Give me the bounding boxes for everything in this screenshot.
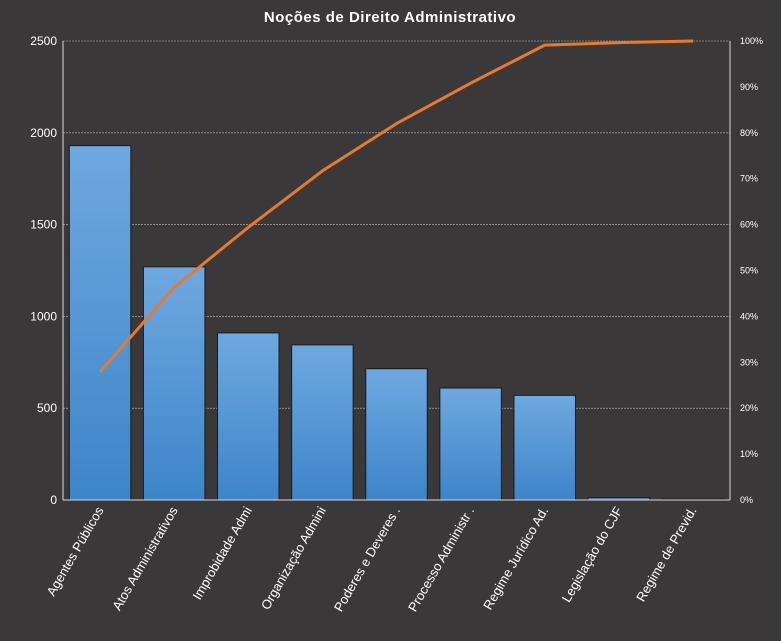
- category-label: Improbidade Admi: [189, 504, 254, 602]
- right-tick-label: 0%: [740, 495, 753, 505]
- category-label: Organização Admini: [258, 504, 329, 612]
- category-label: Agentes Públicos: [43, 504, 106, 599]
- right-tick-label: 90%: [740, 82, 758, 92]
- right-tick-label: 20%: [740, 403, 758, 413]
- right-tick-label: 50%: [740, 266, 758, 276]
- right-tick-label: 100%: [740, 36, 763, 46]
- bar: [68, 145, 132, 501]
- category-label: Legislação do CJF: [559, 504, 626, 605]
- category-label: Processo Administr .: [405, 504, 477, 614]
- bars: [68, 145, 725, 501]
- category-label: Regime de Previd.: [633, 504, 699, 604]
- category-label: Atos Administrativos: [109, 504, 181, 613]
- right-tick-label: 70%: [740, 174, 758, 184]
- left-tick-label: 2000: [30, 126, 57, 140]
- bar: [513, 394, 576, 501]
- left-tick-label: 2500: [30, 34, 57, 48]
- bar: [439, 387, 502, 501]
- left-axis: 0 500 1000 1500 2000 2500: [30, 34, 730, 507]
- cumulative-line-path: [98, 39, 693, 373]
- right-tick-label: 10%: [740, 449, 758, 459]
- category-axis: Agentes Públicos Atos Administrativos Impr…: [43, 504, 699, 615]
- cumulative-line: [98, 39, 693, 373]
- left-tick-label: 1500: [30, 218, 57, 232]
- bar: [142, 266, 206, 501]
- right-axis: 0% 10% 20% 30% 40% 50% 60% 70% 80% 90% 100%: [729, 36, 763, 505]
- chart-title: Noções de Direito Administrativo: [264, 9, 516, 26]
- bar: [291, 344, 354, 501]
- right-tick-label: 80%: [740, 128, 758, 138]
- right-tick-label: 60%: [740, 220, 758, 230]
- right-tick-label: 30%: [740, 357, 758, 367]
- category-label: Poderes e Deveres .: [331, 504, 403, 614]
- bar: [217, 332, 280, 501]
- category-label: Regime Jurídico Ad.: [480, 504, 551, 612]
- left-tick-label: 0: [50, 493, 57, 507]
- bar: [365, 368, 428, 501]
- left-tick-label: 500: [37, 401, 57, 415]
- right-tick-label: 40%: [740, 311, 758, 321]
- left-tick-label: 1000: [30, 309, 57, 323]
